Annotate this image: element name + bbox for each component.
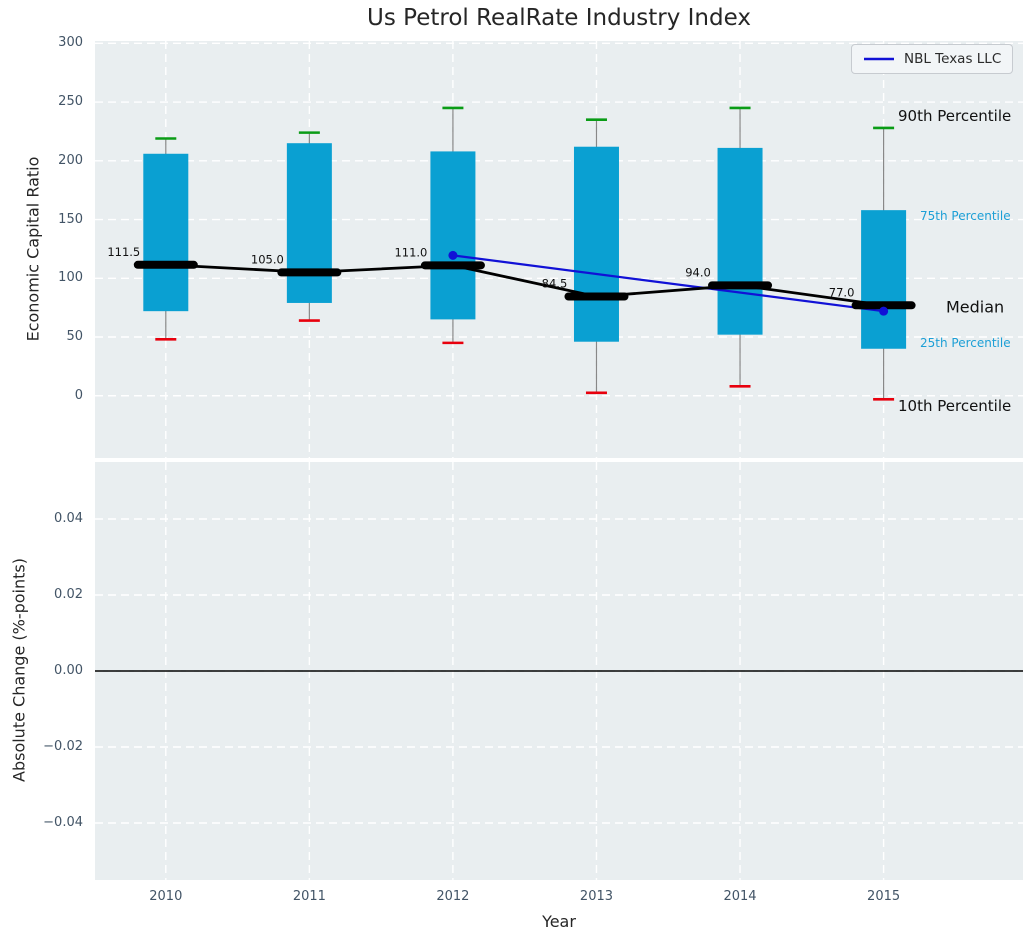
median-value-label: 111.5 xyxy=(107,245,140,259)
iqr-box xyxy=(861,210,907,349)
x-tick-label: 2012 xyxy=(436,889,470,904)
top-y-tick-label: 0 xyxy=(74,387,83,403)
percentile-annotation: 75th Percentile xyxy=(920,209,1011,223)
median-value-label: 84.5 xyxy=(542,276,568,290)
nbl-point-marker xyxy=(879,306,889,316)
bottom-y-tick-label: −0.02 xyxy=(43,739,83,754)
nbl-point-marker xyxy=(448,250,458,260)
median-bar xyxy=(277,268,342,277)
median-value-label: 94.0 xyxy=(685,265,711,279)
median-bar xyxy=(420,261,485,270)
bottom-y-tick-label: 0.04 xyxy=(54,511,83,526)
bottom-y-tick-label: −0.04 xyxy=(43,815,83,830)
chart-title: Us Petrol RealRate Industry Index xyxy=(367,5,751,31)
x-tick-label: 2011 xyxy=(292,889,326,904)
nbl-line xyxy=(452,254,884,313)
bottom-panel xyxy=(95,462,1023,880)
median-value-label: 111.0 xyxy=(394,245,427,259)
x-tick-label: 2010 xyxy=(149,889,183,904)
bottom-y-tick-label: 0.00 xyxy=(54,663,83,678)
median-bar xyxy=(851,301,916,310)
top-y-tick-label: 100 xyxy=(58,270,83,286)
x-tick-label: 2014 xyxy=(723,889,757,904)
percentile-annotation: 25th Percentile xyxy=(920,336,1011,350)
median-bar xyxy=(708,281,773,290)
median-value-label: 77.0 xyxy=(829,285,855,299)
legend-label: NBL Texas LLC xyxy=(904,51,1002,67)
percentile-annotation: 10th Percentile xyxy=(898,397,1012,415)
median-value-label: 105.0 xyxy=(251,252,284,266)
top-y-tick-label: 200 xyxy=(58,152,83,168)
top-panel-plot: 111.5 105.0 111.0 84.5 94.0 77.0 xyxy=(95,41,1023,458)
x-tick-label: 2015 xyxy=(867,889,901,904)
top-y-tick-label: 150 xyxy=(58,211,83,227)
bottom-y-tick-label: 0.02 xyxy=(54,587,83,602)
iqr-box xyxy=(286,143,332,303)
legend-line-swatch xyxy=(864,57,894,61)
legend: NBL Texas LLC xyxy=(851,44,1014,74)
top-panel: 111.5 105.0 111.0 84.5 94.0 77.0 xyxy=(95,41,1023,458)
x-tick-label: 2013 xyxy=(579,889,614,904)
median-bar xyxy=(133,260,198,269)
median-trend-line xyxy=(165,263,884,307)
top-y-tick-label: 250 xyxy=(58,94,83,110)
top-y-tick-label: 50 xyxy=(66,329,83,344)
x-axis-label: Year xyxy=(542,912,576,931)
top-y-axis-label: Economic Capital Ratio xyxy=(23,156,43,342)
bottom-panel-plot xyxy=(95,462,1023,880)
median-bar xyxy=(564,292,629,301)
top-y-tick-label: 300 xyxy=(58,35,83,51)
iqr-box xyxy=(717,147,763,335)
percentile-annotation: Median xyxy=(946,297,1005,317)
percentile-annotation: 90th Percentile xyxy=(898,107,1012,125)
iqr-box xyxy=(430,151,476,320)
iqr-box xyxy=(143,153,189,312)
iqr-box xyxy=(573,146,619,342)
